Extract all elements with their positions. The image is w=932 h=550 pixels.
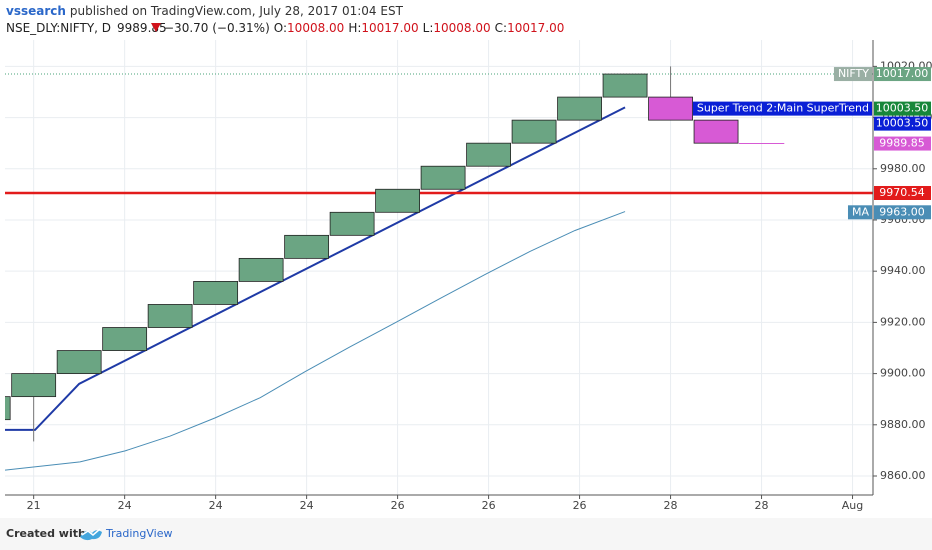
y-tick-label: 9980.00 xyxy=(880,162,926,175)
brick xyxy=(693,119,739,144)
published: published on TradingView.com, July 28, 2… xyxy=(70,4,404,18)
price-label-box xyxy=(874,101,931,116)
price-labels: 10017.00 NIFTY 10003.50 Super Trend 2:Main … xyxy=(692,67,931,220)
brick xyxy=(466,142,511,167)
price-label-name: MA xyxy=(852,205,869,218)
price-label-box xyxy=(874,67,931,82)
y-tick-label: 9880.00 xyxy=(880,418,926,431)
price-label: 10003.50 xyxy=(876,102,929,115)
price-label-box xyxy=(874,116,931,131)
ohlc-value: 10017.00 xyxy=(361,21,418,35)
price-label-name: NIFTY xyxy=(838,67,869,80)
ohlc-value: 10017.00 xyxy=(507,21,564,35)
price: 9989.85 xyxy=(117,21,167,35)
brick xyxy=(11,373,57,398)
x-tick-label: 24 xyxy=(209,499,223,512)
author: vssearch xyxy=(6,4,66,18)
price-label: 10017.00 xyxy=(876,67,929,80)
price-label-box xyxy=(874,205,931,220)
x-tick-label: 24 xyxy=(118,499,132,512)
brick xyxy=(5,396,11,421)
indicator-line xyxy=(5,211,626,471)
price-label-box xyxy=(874,136,931,151)
created-with: Created with xyxy=(6,527,86,540)
y-tick-label: 9940.00 xyxy=(880,264,926,277)
price-label: 9963.00 xyxy=(879,205,925,218)
brick xyxy=(56,350,102,374)
brick xyxy=(147,304,193,328)
x-tick-label: 21 xyxy=(27,499,41,512)
down-arrow xyxy=(151,23,161,32)
plot-area xyxy=(5,66,873,471)
x-tick-label: Aug xyxy=(842,499,863,512)
brick xyxy=(284,234,330,259)
brick xyxy=(375,188,421,213)
price-label-box xyxy=(874,185,931,200)
ohlc-value: 10008.00 xyxy=(287,21,344,35)
brick xyxy=(557,96,602,121)
y-tick-label: 9860.00 xyxy=(880,469,926,482)
x-tick-label: 28 xyxy=(664,499,678,512)
logo-line xyxy=(81,528,101,536)
x-tick-label: 24 xyxy=(300,499,314,512)
price-label: 9970.54 xyxy=(879,186,925,199)
brick xyxy=(102,327,148,351)
price-label-name: Super Trend 2:Main SuperTrend xyxy=(697,102,869,115)
tradingview-logo xyxy=(80,528,102,541)
brick xyxy=(602,73,648,98)
brick xyxy=(238,257,284,282)
header-line-1: vssearch published on TradingView.com, Ju… xyxy=(6,4,404,18)
ohlc-label: H: xyxy=(348,21,361,35)
x-tick-label: 26 xyxy=(391,499,405,512)
y-tick-label: 9920.00 xyxy=(880,315,926,328)
ohlc-value: 10008.00 xyxy=(433,21,490,35)
price-label-name-box xyxy=(692,101,872,116)
x-tick-label: 28 xyxy=(755,499,769,512)
ohlc-label: O: xyxy=(274,21,287,35)
header-line-2: NSE_DLY:NIFTY, D 9989.85 xyxy=(6,21,167,35)
brand[interactable]: TradingView xyxy=(105,527,172,540)
header-change: −30.70 (−0.31%) O:10008.00 H:10017.00 L:100… xyxy=(164,21,564,35)
brick xyxy=(648,96,693,121)
indicator-line xyxy=(5,106,626,431)
change: −30.70 (−0.31%) xyxy=(164,21,270,35)
y-tick-label: 9900.00 xyxy=(880,367,926,380)
brick xyxy=(420,165,466,190)
brick xyxy=(511,119,557,144)
price-label: 9989.85 xyxy=(879,137,925,150)
ohlc-label: L: xyxy=(423,21,434,35)
brick xyxy=(329,211,375,236)
price-label: 10003.50 xyxy=(876,117,929,130)
grid xyxy=(5,40,873,495)
price-label-name-box xyxy=(847,205,872,220)
symbol: NSE_DLY:NIFTY, D xyxy=(6,21,111,35)
price-label-name-box xyxy=(833,67,872,82)
ohlc-label: C: xyxy=(495,21,507,35)
brick xyxy=(193,281,239,305)
footer-bar xyxy=(0,518,932,550)
x-tick-label: 26 xyxy=(482,499,496,512)
x-tick-label: 26 xyxy=(573,499,587,512)
